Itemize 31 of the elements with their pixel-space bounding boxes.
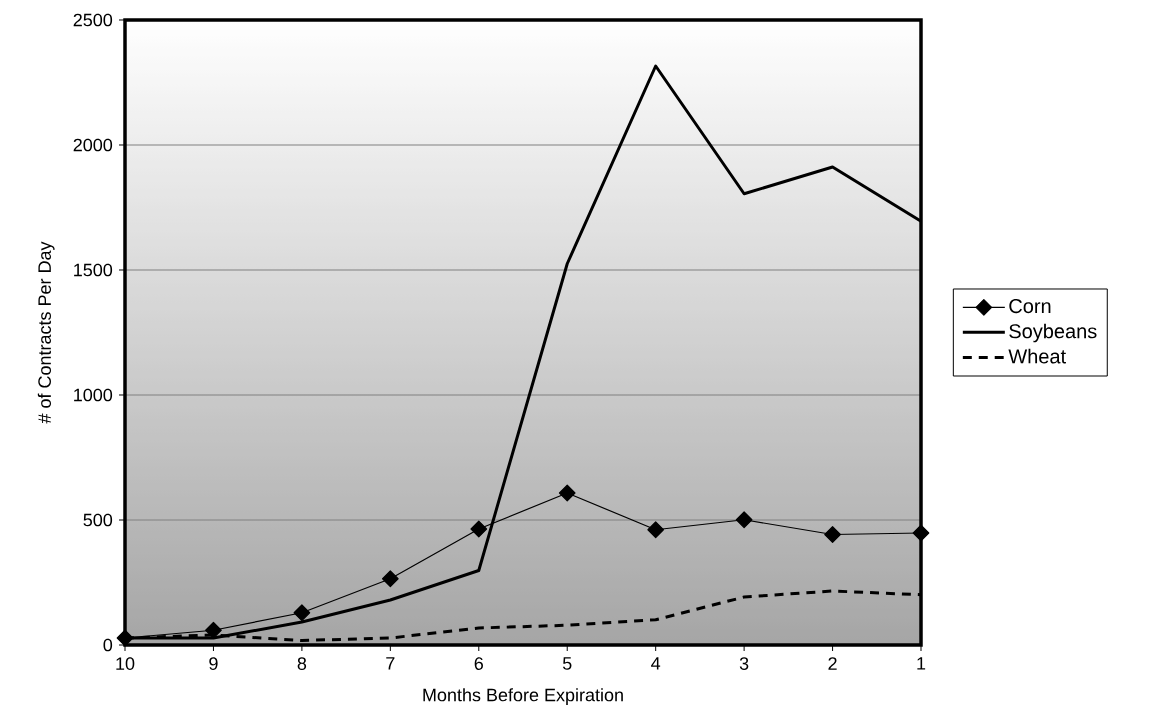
x-tick-label: 10 bbox=[116, 657, 135, 670]
point bbox=[381, 570, 399, 588]
x-tick-label: 3 bbox=[739, 657, 749, 670]
x-tick-label: 6 bbox=[474, 657, 483, 670]
x-tick-label: 4 bbox=[651, 657, 661, 670]
x-tick-label: 2 bbox=[828, 657, 837, 670]
x-tick-label: 9 bbox=[209, 657, 218, 670]
legend-label: Soybeans bbox=[1009, 323, 1097, 343]
point bbox=[558, 484, 576, 502]
x-axis-title: Months Before Expiration bbox=[423, 688, 623, 705]
y-tick-label: 2000 bbox=[73, 138, 113, 152]
y-tick-label: 500 bbox=[83, 513, 113, 527]
point bbox=[912, 524, 930, 542]
y-tick-label: 2500 bbox=[73, 13, 113, 27]
legend-label: Corn bbox=[1009, 298, 1051, 314]
point bbox=[647, 521, 665, 539]
point bbox=[205, 621, 222, 639]
x-tick-label: 1 bbox=[917, 657, 926, 670]
legend-label: Wheat bbox=[1008, 348, 1066, 364]
point bbox=[735, 511, 753, 529]
point bbox=[470, 520, 488, 538]
point bbox=[824, 526, 841, 543]
x-tick-label: 7 bbox=[386, 657, 395, 670]
point bbox=[293, 604, 311, 622]
point bbox=[116, 629, 134, 647]
x-tick-label: 5 bbox=[562, 657, 572, 670]
y-tick-label: 0 bbox=[103, 638, 113, 652]
y-tick-label: 1000 bbox=[74, 388, 113, 402]
y-tick-label: 1500 bbox=[74, 263, 113, 277]
x-tick-label: 8 bbox=[297, 657, 307, 670]
y-axis-title: # of Contracts Per Day bbox=[37, 241, 55, 424]
